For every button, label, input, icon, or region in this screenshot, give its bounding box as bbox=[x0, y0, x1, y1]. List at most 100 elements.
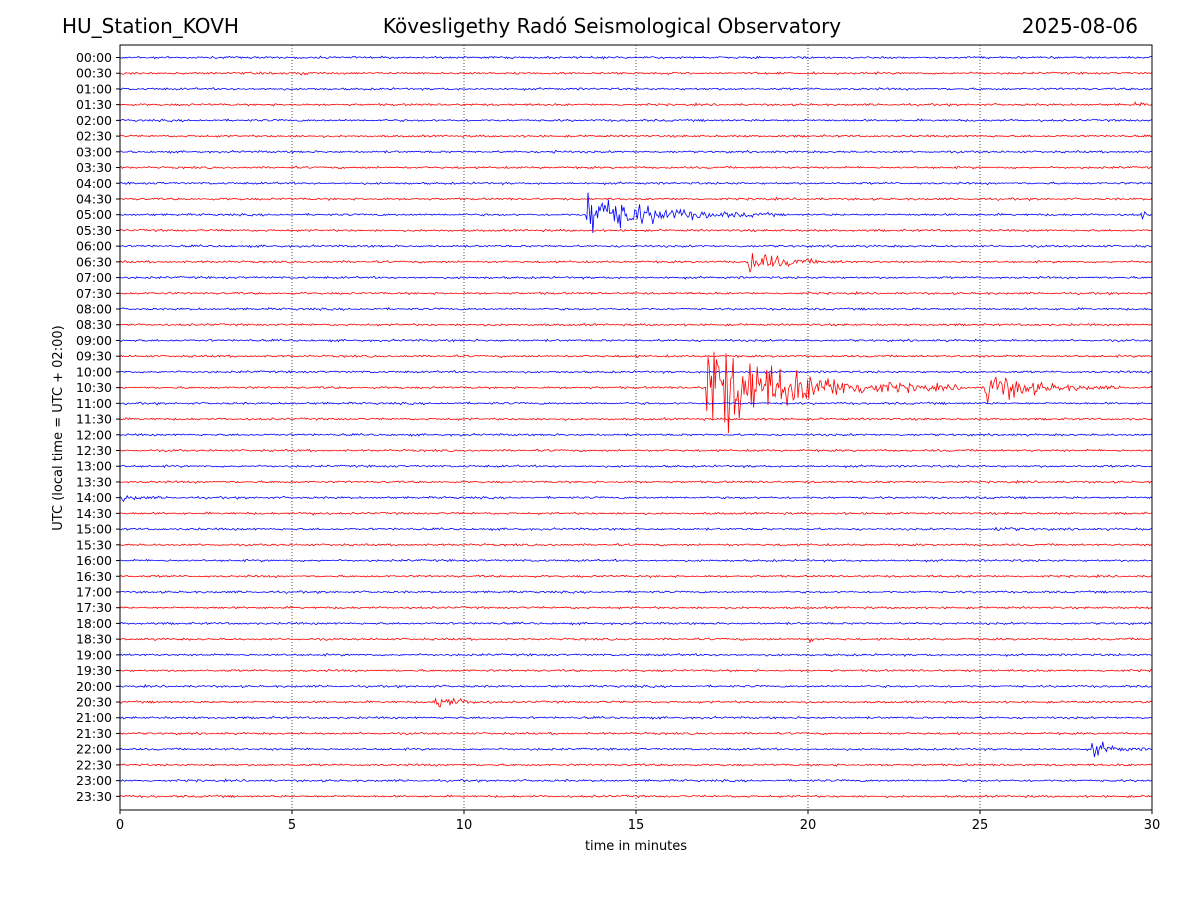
y-tick-label: 10:00 bbox=[76, 364, 112, 379]
traces-group bbox=[119, 55, 1153, 799]
y-tick-label: 11:30 bbox=[76, 412, 112, 427]
trace-row-1400 bbox=[119, 494, 1153, 503]
y-tick-label: 22:00 bbox=[76, 742, 112, 757]
y-tick-label: 07:00 bbox=[76, 270, 112, 285]
trace-row-0700 bbox=[119, 275, 1153, 280]
grid-lines bbox=[291, 45, 981, 810]
y-tick-label: 18:00 bbox=[76, 616, 112, 631]
y-tick-label: 01:00 bbox=[76, 81, 112, 96]
trace-row-0830 bbox=[119, 322, 1153, 327]
y-tick-label: 15:00 bbox=[76, 522, 112, 537]
trace-row-1630 bbox=[119, 573, 1153, 579]
trace-row-2100 bbox=[119, 715, 1153, 720]
trace-row-0800 bbox=[119, 306, 1153, 311]
y-axis: 00:0000:3001:0001:3002:0002:3003:0003:30… bbox=[76, 50, 120, 804]
x-tick-label: 30 bbox=[1144, 818, 1161, 833]
y-tick-label: 08:30 bbox=[76, 317, 112, 332]
trace-row-1730 bbox=[119, 605, 1153, 610]
trace-row-0330 bbox=[119, 165, 1153, 170]
y-tick-label: 00:30 bbox=[76, 66, 112, 81]
station-name: HU_Station_KOVH bbox=[62, 14, 239, 38]
y-tick-label: 05:00 bbox=[76, 207, 112, 222]
trace-row-2030 bbox=[119, 697, 1153, 708]
y-tick-label: 04:00 bbox=[76, 176, 112, 191]
y-tick-label: 13:00 bbox=[76, 459, 112, 474]
y-tick-label: 14:00 bbox=[76, 490, 112, 505]
chart-title: Kövesligethy Radó Seismological Observat… bbox=[382, 14, 842, 38]
x-tick-label: 25 bbox=[972, 818, 989, 833]
y-tick-label: 21:00 bbox=[76, 710, 112, 725]
y-tick-label: 14:30 bbox=[76, 506, 112, 521]
y-tick-label: 01:30 bbox=[76, 97, 112, 112]
y-tick-label: 03:30 bbox=[76, 160, 112, 175]
trace-row-0600 bbox=[119, 244, 1153, 249]
trace-row-1430 bbox=[119, 511, 1153, 516]
trace-row-1530 bbox=[119, 542, 1153, 547]
y-tick-label: 13:30 bbox=[76, 474, 112, 489]
y-tick-label: 03:00 bbox=[76, 144, 112, 159]
y-tick-label: 12:30 bbox=[76, 443, 112, 458]
trace-row-1130 bbox=[119, 417, 1153, 421]
y-tick-label: 15:30 bbox=[76, 537, 112, 552]
y-tick-label: 09:30 bbox=[76, 349, 112, 364]
y-tick-label: 23:30 bbox=[76, 789, 112, 804]
y-tick-label: 06:00 bbox=[76, 239, 112, 254]
y-tick-label: 22:30 bbox=[76, 757, 112, 772]
trace-row-1600 bbox=[119, 558, 1153, 563]
trace-row-0400 bbox=[119, 181, 1153, 186]
trace-row-1200 bbox=[119, 432, 1153, 437]
trace-row-1300 bbox=[119, 464, 1153, 469]
y-tick-label: 11:00 bbox=[76, 396, 112, 411]
trace-row-1900 bbox=[119, 652, 1153, 657]
trace-row-0500 bbox=[119, 192, 1153, 234]
trace-row-2000 bbox=[119, 683, 1153, 689]
y-tick-label: 17:30 bbox=[76, 600, 112, 615]
trace-row-0300 bbox=[119, 149, 1153, 154]
trace-row-0230 bbox=[119, 134, 1153, 138]
trace-row-1100 bbox=[119, 401, 1153, 406]
y-axis-label: UTC (local time = UTC + 02:00) bbox=[51, 325, 66, 530]
trace-row-0100 bbox=[119, 86, 1153, 92]
y-tick-label: 02:30 bbox=[76, 129, 112, 144]
x-tick-label: 20 bbox=[800, 818, 817, 833]
chart-date: 2025-08-06 bbox=[1021, 14, 1138, 38]
y-tick-label: 08:00 bbox=[76, 302, 112, 317]
trace-row-0430 bbox=[119, 196, 1153, 202]
x-tick-label: 0 bbox=[116, 818, 124, 833]
trace-row-1700 bbox=[119, 589, 1153, 595]
y-tick-label: 19:00 bbox=[76, 647, 112, 662]
y-tick-label: 02:00 bbox=[76, 113, 112, 128]
trace-row-2130 bbox=[119, 731, 1153, 736]
x-axis: 0 5 10 15 20 25 30 bbox=[116, 810, 1160, 833]
y-tick-label: 04:30 bbox=[76, 191, 112, 206]
y-tick-label: 06:30 bbox=[76, 254, 112, 269]
trace-row-0000 bbox=[119, 55, 1153, 60]
trace-row-0130 bbox=[119, 101, 1153, 107]
trace-row-1000 bbox=[119, 369, 1153, 375]
trace-row-0900 bbox=[119, 338, 1153, 343]
y-tick-label: 20:30 bbox=[76, 695, 112, 710]
y-tick-label: 16:30 bbox=[76, 569, 112, 584]
trace-row-0730 bbox=[119, 290, 1153, 296]
y-tick-label: 19:30 bbox=[76, 663, 112, 678]
trace-row-1930 bbox=[119, 668, 1153, 673]
trace-row-1030 bbox=[119, 351, 1153, 434]
trace-row-0030 bbox=[119, 71, 1153, 76]
trace-row-1800 bbox=[119, 621, 1153, 626]
y-tick-label: 12:00 bbox=[76, 427, 112, 442]
y-tick-label: 18:30 bbox=[76, 632, 112, 647]
trace-row-2300 bbox=[119, 778, 1153, 783]
trace-row-0930 bbox=[119, 354, 1153, 359]
trace-row-0200 bbox=[119, 118, 1153, 123]
x-tick-label: 10 bbox=[456, 818, 473, 833]
y-tick-label: 10:30 bbox=[76, 380, 112, 395]
trace-row-1330 bbox=[119, 479, 1153, 484]
x-tick-label: 5 bbox=[288, 818, 296, 833]
trace-row-0530 bbox=[119, 228, 1153, 233]
trace-row-0630 bbox=[119, 253, 1153, 273]
trace-row-2200 bbox=[119, 741, 1153, 758]
y-tick-label: 05:30 bbox=[76, 223, 112, 238]
y-tick-label: 17:00 bbox=[76, 584, 112, 599]
y-tick-label: 09:00 bbox=[76, 333, 112, 348]
